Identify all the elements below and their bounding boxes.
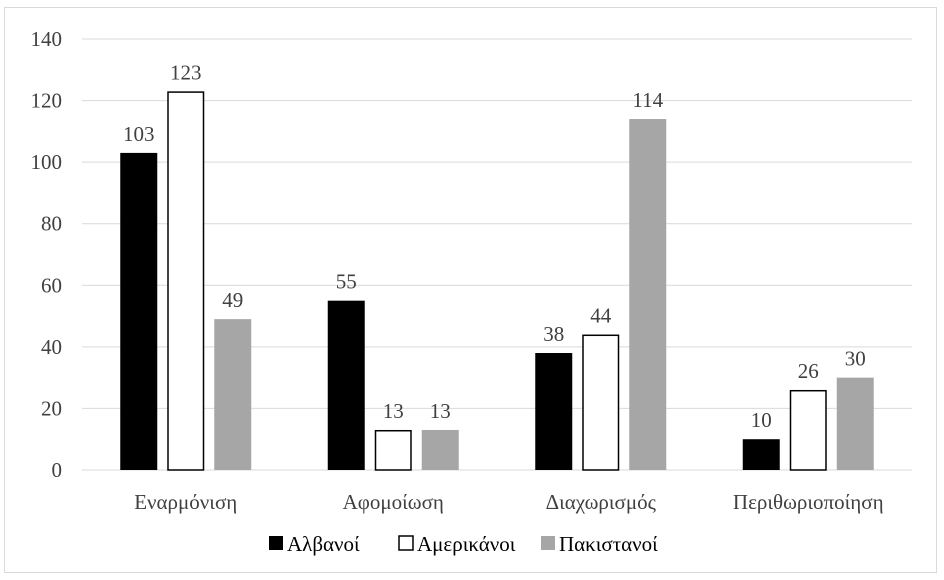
bar [214, 319, 252, 470]
legend-swatch [541, 536, 555, 550]
x-category-label: Διαχωρισμός [546, 490, 657, 514]
x-axis-labels: Εναρμόνιση Αφομοίωση Διαχωρισμός Περιθωριοπ… [134, 490, 883, 514]
y-tick-label: 20 [41, 396, 62, 420]
data-label: 49 [222, 288, 243, 312]
legend-label: Αμερικάνοι [417, 532, 516, 556]
bars [120, 91, 874, 471]
data-labels: 103 123 49 55 13 13 38 44 114 10 26 30 [123, 60, 866, 432]
bar [582, 334, 620, 471]
y-tick-label: 140 [31, 27, 63, 51]
data-label: 13 [430, 399, 451, 423]
gridlines [82, 38, 912, 471]
bar [374, 429, 412, 471]
bar [629, 119, 667, 471]
y-axis-ticks: 0 20 40 60 80 100 120 140 [31, 27, 63, 482]
bar [421, 429, 459, 470]
data-label: 114 [632, 88, 663, 112]
y-tick-label: 60 [41, 273, 62, 297]
legend-swatch [398, 535, 414, 551]
y-tick-label: 120 [31, 89, 63, 113]
legend-label: Πακιστανοί [559, 532, 658, 556]
bar [789, 389, 827, 471]
data-label: 123 [170, 60, 202, 84]
data-label: 26 [798, 359, 819, 383]
bar [535, 353, 573, 470]
data-label: 13 [383, 399, 404, 423]
chart-frame [4, 7, 937, 573]
x-category-label: Αφομοίωση [343, 490, 444, 514]
x-category-label: Περιθωριοποίηση [733, 490, 884, 514]
bar [742, 439, 780, 470]
legend-swatch [269, 536, 283, 550]
data-label: 103 [123, 122, 155, 146]
data-label: 10 [751, 408, 772, 432]
data-label: 55 [336, 270, 357, 294]
data-label: 30 [845, 347, 866, 371]
y-tick-label: 80 [41, 212, 62, 236]
legend-label: Αλβανοί [287, 532, 360, 556]
bar [836, 377, 874, 470]
x-category-label: Εναρμόνιση [134, 490, 237, 514]
bar [167, 91, 205, 471]
bar [120, 152, 158, 470]
y-tick-label: 0 [52, 458, 63, 482]
legend: Αλβανοί Αμερικάνοι Πακιστανοί [269, 532, 658, 556]
data-label: 38 [543, 322, 564, 346]
y-tick-label: 40 [41, 335, 62, 359]
bar [327, 300, 365, 470]
data-label: 44 [590, 304, 612, 328]
y-tick-label: 100 [31, 150, 63, 174]
